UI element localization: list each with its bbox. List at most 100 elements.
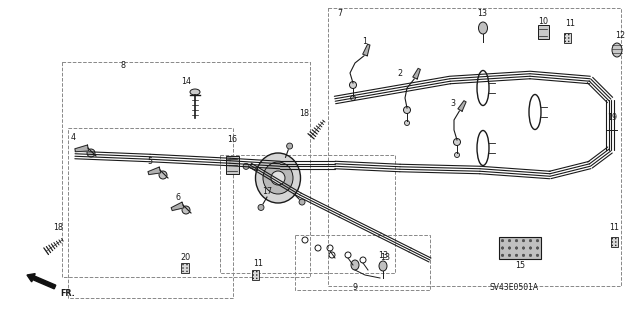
Ellipse shape <box>454 152 460 158</box>
Ellipse shape <box>615 238 616 240</box>
Ellipse shape <box>263 162 293 194</box>
Text: 4: 4 <box>70 133 76 143</box>
Polygon shape <box>148 167 161 174</box>
Text: 11: 11 <box>565 19 575 28</box>
Ellipse shape <box>404 121 410 125</box>
Text: 19: 19 <box>607 114 617 122</box>
Ellipse shape <box>271 171 285 185</box>
Polygon shape <box>172 202 184 211</box>
Text: 20: 20 <box>180 254 190 263</box>
Ellipse shape <box>351 95 355 100</box>
Ellipse shape <box>182 206 190 214</box>
Text: 10: 10 <box>538 18 548 26</box>
Ellipse shape <box>508 254 511 256</box>
Ellipse shape <box>568 37 570 39</box>
Bar <box>499 237 541 259</box>
FancyArrow shape <box>27 274 56 289</box>
Bar <box>62 62 310 277</box>
Text: 14: 14 <box>181 78 191 86</box>
Ellipse shape <box>351 260 359 270</box>
Ellipse shape <box>186 267 188 269</box>
Ellipse shape <box>568 34 570 35</box>
Text: 13: 13 <box>477 10 487 19</box>
Polygon shape <box>363 44 370 56</box>
Text: 11: 11 <box>609 224 619 233</box>
Ellipse shape <box>253 274 254 276</box>
Ellipse shape <box>568 41 570 42</box>
Text: 7: 7 <box>337 10 342 19</box>
Ellipse shape <box>403 107 410 114</box>
Ellipse shape <box>564 37 566 39</box>
Text: 18: 18 <box>299 108 309 117</box>
Ellipse shape <box>515 254 518 256</box>
Text: 15: 15 <box>515 261 525 270</box>
Ellipse shape <box>612 43 622 57</box>
Ellipse shape <box>182 267 184 269</box>
Ellipse shape <box>255 153 301 203</box>
Ellipse shape <box>501 254 504 256</box>
Ellipse shape <box>454 138 461 145</box>
Ellipse shape <box>256 271 257 272</box>
Ellipse shape <box>299 199 305 205</box>
Ellipse shape <box>379 261 387 271</box>
Ellipse shape <box>522 247 525 249</box>
Ellipse shape <box>256 274 257 276</box>
Ellipse shape <box>529 254 532 256</box>
Text: FR.: FR. <box>61 288 76 298</box>
Polygon shape <box>458 101 466 111</box>
Ellipse shape <box>515 240 518 242</box>
Ellipse shape <box>515 247 518 249</box>
Ellipse shape <box>186 264 188 265</box>
Text: 2: 2 <box>397 69 403 78</box>
Text: 16: 16 <box>227 136 237 145</box>
Text: 3: 3 <box>451 99 456 108</box>
Bar <box>225 156 239 174</box>
Bar <box>611 237 618 247</box>
Text: 13: 13 <box>378 251 388 261</box>
Ellipse shape <box>522 254 525 256</box>
Ellipse shape <box>256 278 257 279</box>
Text: 17: 17 <box>262 188 272 197</box>
Bar <box>220 155 395 273</box>
Ellipse shape <box>536 247 539 249</box>
Bar <box>538 25 548 39</box>
Ellipse shape <box>611 245 613 246</box>
Ellipse shape <box>522 240 525 242</box>
Bar <box>295 235 430 290</box>
Ellipse shape <box>182 271 184 272</box>
Ellipse shape <box>159 171 167 179</box>
Ellipse shape <box>501 240 504 242</box>
Ellipse shape <box>615 241 616 243</box>
Text: 18: 18 <box>53 224 63 233</box>
Ellipse shape <box>564 41 566 42</box>
Ellipse shape <box>529 240 532 242</box>
Text: SV43E0501A: SV43E0501A <box>490 284 539 293</box>
Text: 9: 9 <box>353 284 358 293</box>
Polygon shape <box>413 69 420 79</box>
Ellipse shape <box>190 89 200 95</box>
Ellipse shape <box>564 34 566 35</box>
Ellipse shape <box>611 241 613 243</box>
Ellipse shape <box>253 271 254 272</box>
Bar <box>68 128 233 298</box>
Ellipse shape <box>349 81 356 88</box>
Ellipse shape <box>536 254 539 256</box>
Polygon shape <box>75 145 88 152</box>
Ellipse shape <box>182 264 184 265</box>
Text: 12: 12 <box>615 32 625 41</box>
Ellipse shape <box>243 163 249 169</box>
Text: 11: 11 <box>253 258 263 268</box>
Bar <box>563 33 570 43</box>
Text: 8: 8 <box>120 61 125 70</box>
Ellipse shape <box>253 278 254 279</box>
Text: 6: 6 <box>175 194 180 203</box>
Bar <box>252 270 259 280</box>
Ellipse shape <box>611 238 613 240</box>
Text: 1: 1 <box>362 38 367 47</box>
Ellipse shape <box>508 247 511 249</box>
Text: 13: 13 <box>380 254 390 263</box>
Bar <box>328 8 621 286</box>
Bar <box>181 263 189 273</box>
Text: 5: 5 <box>147 158 152 167</box>
Ellipse shape <box>87 149 95 157</box>
